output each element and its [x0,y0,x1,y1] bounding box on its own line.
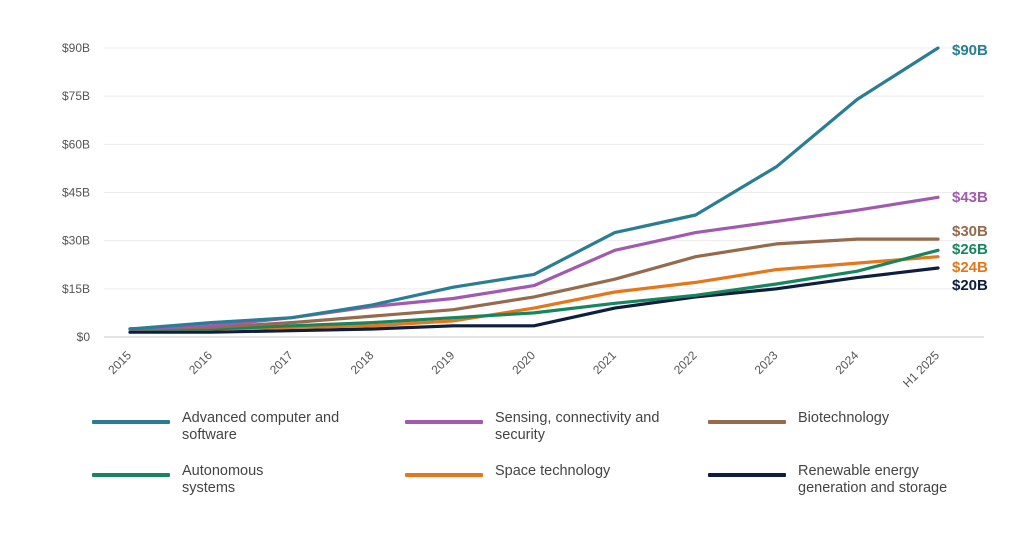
x-tick-label: 2015 [105,348,134,377]
legend-swatch [92,420,170,424]
x-tick-label: 2017 [267,348,296,377]
legend-label: Advanced computer and software [182,410,340,443]
legend-label: Renewable energy generation and storage [798,463,948,496]
legend-swatch [708,420,786,424]
legend-label: Space technology [495,463,611,479]
end-value-label: $26B [952,241,988,258]
y-tick-label: $15B [62,282,90,296]
end-value-label: $30B [952,223,988,240]
series-line-renewable-energy-generation-and-storage [128,266,940,334]
series-line-biotechnology [128,237,940,331]
series-lines [128,46,940,334]
legend-item-biotechnology: Biotechnology [708,410,968,427]
legend-swatch [92,473,170,477]
legend-label: Sensing, connectivity and security [495,410,660,443]
end-value-label: $24B [952,259,988,276]
gridlines [104,47,984,338]
legend-swatch [405,420,483,424]
x-tick-label: 2022 [671,348,700,377]
legend-item-sensing: Sensing, connectivity and security [405,410,665,444]
x-tick-label: 2024 [833,348,862,377]
x-tick-label: 2016 [186,348,215,377]
end-value-label: $20B [952,277,988,294]
legend-item-autonomous: Autonomous systems [92,463,292,497]
y-tick-label: $30B [62,234,90,248]
x-tick-label: H1 2025 [900,348,942,390]
end-value-label: $90B [952,42,988,59]
x-tick-label: 2020 [509,348,538,377]
y-tick-label: $75B [62,89,90,103]
legend-item-renewable: Renewable energy generation and storage [708,463,968,497]
x-tick-label: 2023 [752,348,781,377]
legend-item-space: Space technology [405,463,665,480]
series-line-space-technology [128,255,940,331]
end-value-labels: $90B $43B $30B$26B$24B$20B [952,42,988,294]
y-tick-label: $60B [62,137,90,151]
series-line-autonomous-systems [128,248,940,331]
series-line-advanced-computer-and-software [128,46,940,331]
x-tick-label: 2021 [590,348,619,377]
x-tick-label: 2018 [348,348,377,377]
x-axis-ticks: 2015 2016 2017 2018 2019 2020 2021 2022 2023 2024… [105,348,942,390]
legend-label: Biotechnology [798,410,890,426]
legend-item-advanced-computer: Advanced computer and software [92,410,352,444]
legend-swatch [708,473,786,477]
y-tick-label: $90B [62,41,90,55]
legend-label: Autonomous systems [182,463,264,496]
legend-swatch [405,473,483,477]
end-value-label: $43B [952,189,988,206]
chart-legend: Advanced computer and software Sensing, … [0,410,1024,520]
y-tick-label: $0 [77,330,91,344]
x-tick-label: 2019 [429,348,458,377]
y-axis-ticks: $0 $15B $30B $45B $60B $75B $90B [62,41,90,344]
y-tick-label: $45B [62,186,90,200]
